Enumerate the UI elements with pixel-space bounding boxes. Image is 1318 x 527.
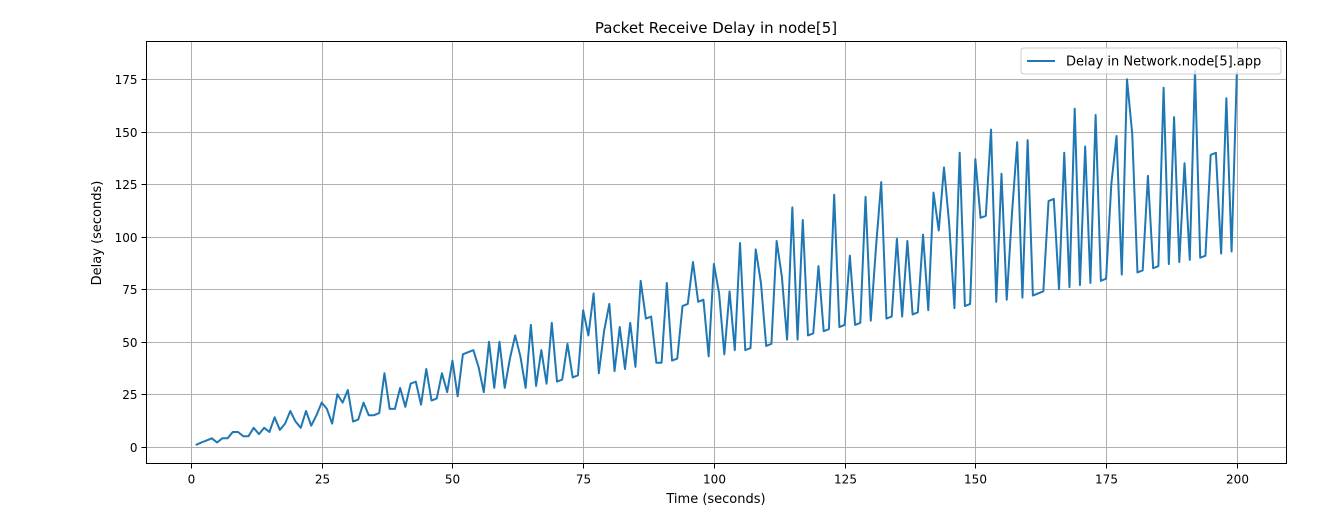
x-tick-label: 0 <box>188 473 196 487</box>
y-tick-label: 125 <box>115 178 138 192</box>
y-axis-label: Delay (seconds) <box>90 181 105 286</box>
series-layer <box>195 69 1238 446</box>
legend: Delay in Network.node[5].app <box>1020 47 1282 75</box>
y-tick-label: 50 <box>122 336 137 350</box>
legend-box <box>1020 47 1282 75</box>
y-tick-label: 0 <box>130 441 138 455</box>
plot-frame <box>146 41 1287 464</box>
x-tick-label: 75 <box>576 473 591 487</box>
x-tick-label: 125 <box>834 473 857 487</box>
y-tick-label: 150 <box>115 126 138 140</box>
x-tick-label: 50 <box>445 473 460 487</box>
y-tick-label: 75 <box>122 283 137 297</box>
y-tick-label: 100 <box>115 231 138 245</box>
x-tick-label: 100 <box>703 473 726 487</box>
series-line-0 <box>195 69 1238 446</box>
legend-entry: Delay in Network.node[5].app <box>1066 55 1261 70</box>
x-tick-label: 150 <box>964 473 987 487</box>
grid-lines <box>146 41 1287 464</box>
y-tick-label: 175 <box>115 73 138 87</box>
chart-title: Packet Receive Delay in node[5] <box>595 19 837 37</box>
x-tick-label: 25 <box>315 473 330 487</box>
x-tick-label: 175 <box>1095 473 1118 487</box>
x-axis-label: Time (seconds) <box>665 492 765 507</box>
x-tick-label: 200 <box>1226 473 1249 487</box>
y-tick-label: 25 <box>122 388 137 402</box>
x-axis-ticks: 0 25 50 75 100 125 150 175 200 <box>188 463 1249 487</box>
y-axis-ticks: 0 25 50 75 100 125 150 175 <box>115 73 147 455</box>
